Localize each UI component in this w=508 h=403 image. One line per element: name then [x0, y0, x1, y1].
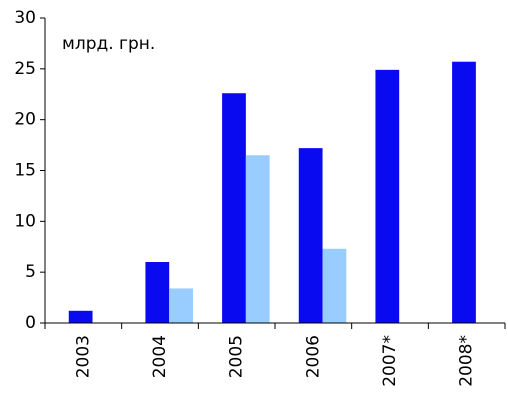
- y-tick-label: 0: [25, 313, 36, 333]
- x-tick-label: 2007*: [380, 335, 400, 387]
- x-tick-label: 2003: [73, 335, 93, 378]
- bar: [245, 155, 270, 323]
- bar: [169, 288, 193, 323]
- x-tick-label: 2005: [227, 335, 247, 378]
- x-tick-label: 2004: [150, 335, 170, 378]
- bar: [298, 148, 323, 323]
- y-axis-label: млрд. грн.: [62, 34, 155, 54]
- y-tick-label: 30: [14, 8, 36, 28]
- y-tick-label: 20: [14, 110, 36, 130]
- bar: [145, 262, 170, 323]
- bar: [68, 310, 93, 323]
- bar: [375, 69, 400, 323]
- bar: [222, 93, 246, 323]
- y-tick-label: 25: [14, 59, 36, 79]
- y-tick-label: 10: [14, 211, 36, 231]
- y-tick-label: 5: [25, 262, 36, 282]
- x-tick-label: 2008*: [457, 335, 477, 387]
- bar: [322, 248, 347, 323]
- y-tick-label: 15: [14, 161, 36, 181]
- bar: [452, 61, 476, 323]
- x-tick-label: 2006: [303, 335, 323, 378]
